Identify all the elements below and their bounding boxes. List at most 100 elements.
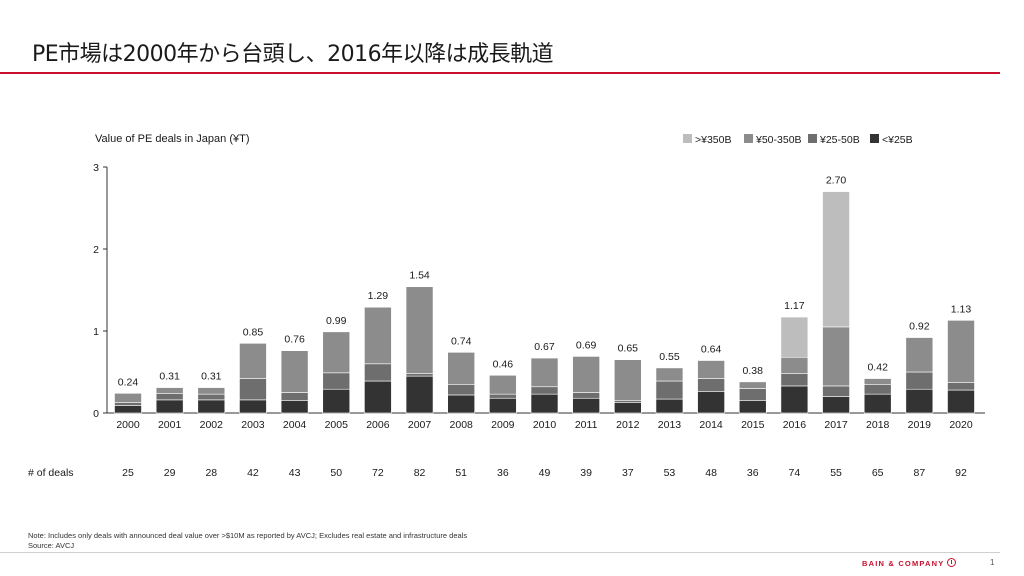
bar-segment xyxy=(489,374,517,395)
bar-segment xyxy=(572,397,600,414)
deal-count: 39 xyxy=(580,467,592,479)
bar-segment xyxy=(239,399,267,414)
bar-segment xyxy=(780,316,809,358)
deal-count: 55 xyxy=(830,467,842,479)
bar-segment xyxy=(530,386,559,395)
bar-segment xyxy=(905,388,934,414)
bar-total-label: 0.69 xyxy=(576,339,597,351)
deal-count: 50 xyxy=(330,467,342,479)
bar-segment xyxy=(405,286,434,374)
bar-total-label: 2.70 xyxy=(826,175,847,187)
deal-count: 87 xyxy=(914,467,926,479)
bar-segment xyxy=(447,352,476,385)
legend-label: ¥50-350B xyxy=(755,134,802,146)
deal-count: 82 xyxy=(414,467,426,479)
y-tick-label: 1 xyxy=(93,326,99,338)
footnote-note: Note: Includes only deals with announced… xyxy=(28,531,468,540)
y-tick-label: 2 xyxy=(93,244,99,256)
bar-total-label: 1.29 xyxy=(368,290,389,302)
x-tick-label: 2010 xyxy=(533,419,557,431)
x-tick-label: 2012 xyxy=(616,419,640,431)
bar-segment xyxy=(572,392,600,399)
bar-total-label: 0.64 xyxy=(701,344,722,356)
bar-segment xyxy=(905,337,934,373)
bar-segment xyxy=(489,397,517,414)
brand-logo: BAIN & COMPANY xyxy=(862,559,945,568)
bar-segment xyxy=(613,402,642,414)
bar-segment xyxy=(530,357,559,388)
footer-divider xyxy=(0,552,1000,553)
deal-count: 65 xyxy=(872,467,884,479)
deal-count: 53 xyxy=(664,467,676,479)
bar-segment xyxy=(280,392,309,401)
bar-segment xyxy=(239,342,267,379)
bar-segment xyxy=(364,306,392,365)
deal-count: 48 xyxy=(705,467,717,479)
bar-segment xyxy=(447,383,476,396)
legend-label: <¥25B xyxy=(882,134,913,146)
deal-count: 25 xyxy=(122,467,134,479)
page-number: 1 xyxy=(990,558,995,567)
bar-total-label: 0.38 xyxy=(743,365,764,377)
bar-segment xyxy=(738,388,767,401)
bar-segment xyxy=(364,380,392,414)
bar-segment xyxy=(780,385,809,414)
bar-segment xyxy=(822,385,850,397)
bar-segment xyxy=(822,191,850,328)
bar-segment xyxy=(863,393,892,414)
deal-count: 42 xyxy=(247,467,259,479)
x-tick-label: 2000 xyxy=(116,419,140,431)
x-tick-label: 2007 xyxy=(408,419,432,431)
x-tick-label: 2017 xyxy=(824,419,848,431)
x-tick-label: 2002 xyxy=(200,419,224,431)
bar-segment xyxy=(697,391,725,414)
bar-segment xyxy=(738,381,767,389)
deal-count: 51 xyxy=(455,467,467,479)
legend-swatch xyxy=(870,134,879,143)
bar-segment xyxy=(655,398,684,414)
bar-segment xyxy=(905,371,934,390)
deal-count: 74 xyxy=(789,467,801,479)
deal-count: 92 xyxy=(955,467,967,479)
y-tick-label: 0 xyxy=(93,408,99,420)
bar-segment xyxy=(655,380,684,400)
x-tick-label: 2019 xyxy=(908,419,932,431)
bar-segment xyxy=(572,356,600,393)
deal-count: 43 xyxy=(289,467,301,479)
bar-total-label: 0.42 xyxy=(867,362,888,374)
bar-segment xyxy=(280,400,309,414)
deal-count: 49 xyxy=(539,467,551,479)
bar-segment xyxy=(863,383,892,395)
bar-segment xyxy=(239,378,267,401)
bar-total-label: 0.76 xyxy=(284,334,305,346)
bar-total-label: 0.55 xyxy=(659,351,680,363)
x-tick-label: 2009 xyxy=(491,419,515,431)
legend-swatch xyxy=(744,134,753,143)
bar-segment xyxy=(822,396,850,414)
brand-mark-icon xyxy=(947,558,956,567)
bar-segment xyxy=(947,382,975,391)
bar-total-label: 0.31 xyxy=(159,371,180,383)
bar-segment xyxy=(697,360,725,379)
x-tick-label: 2003 xyxy=(241,419,265,431)
bar-total-label: 0.65 xyxy=(618,343,639,355)
bar-segment xyxy=(780,373,809,387)
bar-segment xyxy=(114,393,142,403)
bar-segment xyxy=(530,393,559,414)
bar-segment xyxy=(655,367,684,382)
bar-segment xyxy=(947,320,975,383)
x-tick-label: 2020 xyxy=(949,419,973,431)
bar-segment xyxy=(197,393,226,401)
bar-total-label: 0.46 xyxy=(493,358,514,370)
bar-total-label: 0.85 xyxy=(243,326,264,338)
bar-segment xyxy=(155,393,184,401)
bar-segment xyxy=(405,375,434,414)
bar-segment xyxy=(947,389,975,414)
bar-segment xyxy=(322,372,351,390)
bar-total-label: 0.67 xyxy=(534,341,555,353)
footnote-source: Source: AVCJ xyxy=(28,541,75,550)
slide-title: PE市場は2000年から台頭し、2016年以降は成長軌道 xyxy=(32,42,554,67)
bar-segment xyxy=(780,356,809,374)
x-tick-label: 2001 xyxy=(158,419,182,431)
bar-total-label: 0.92 xyxy=(909,321,930,333)
